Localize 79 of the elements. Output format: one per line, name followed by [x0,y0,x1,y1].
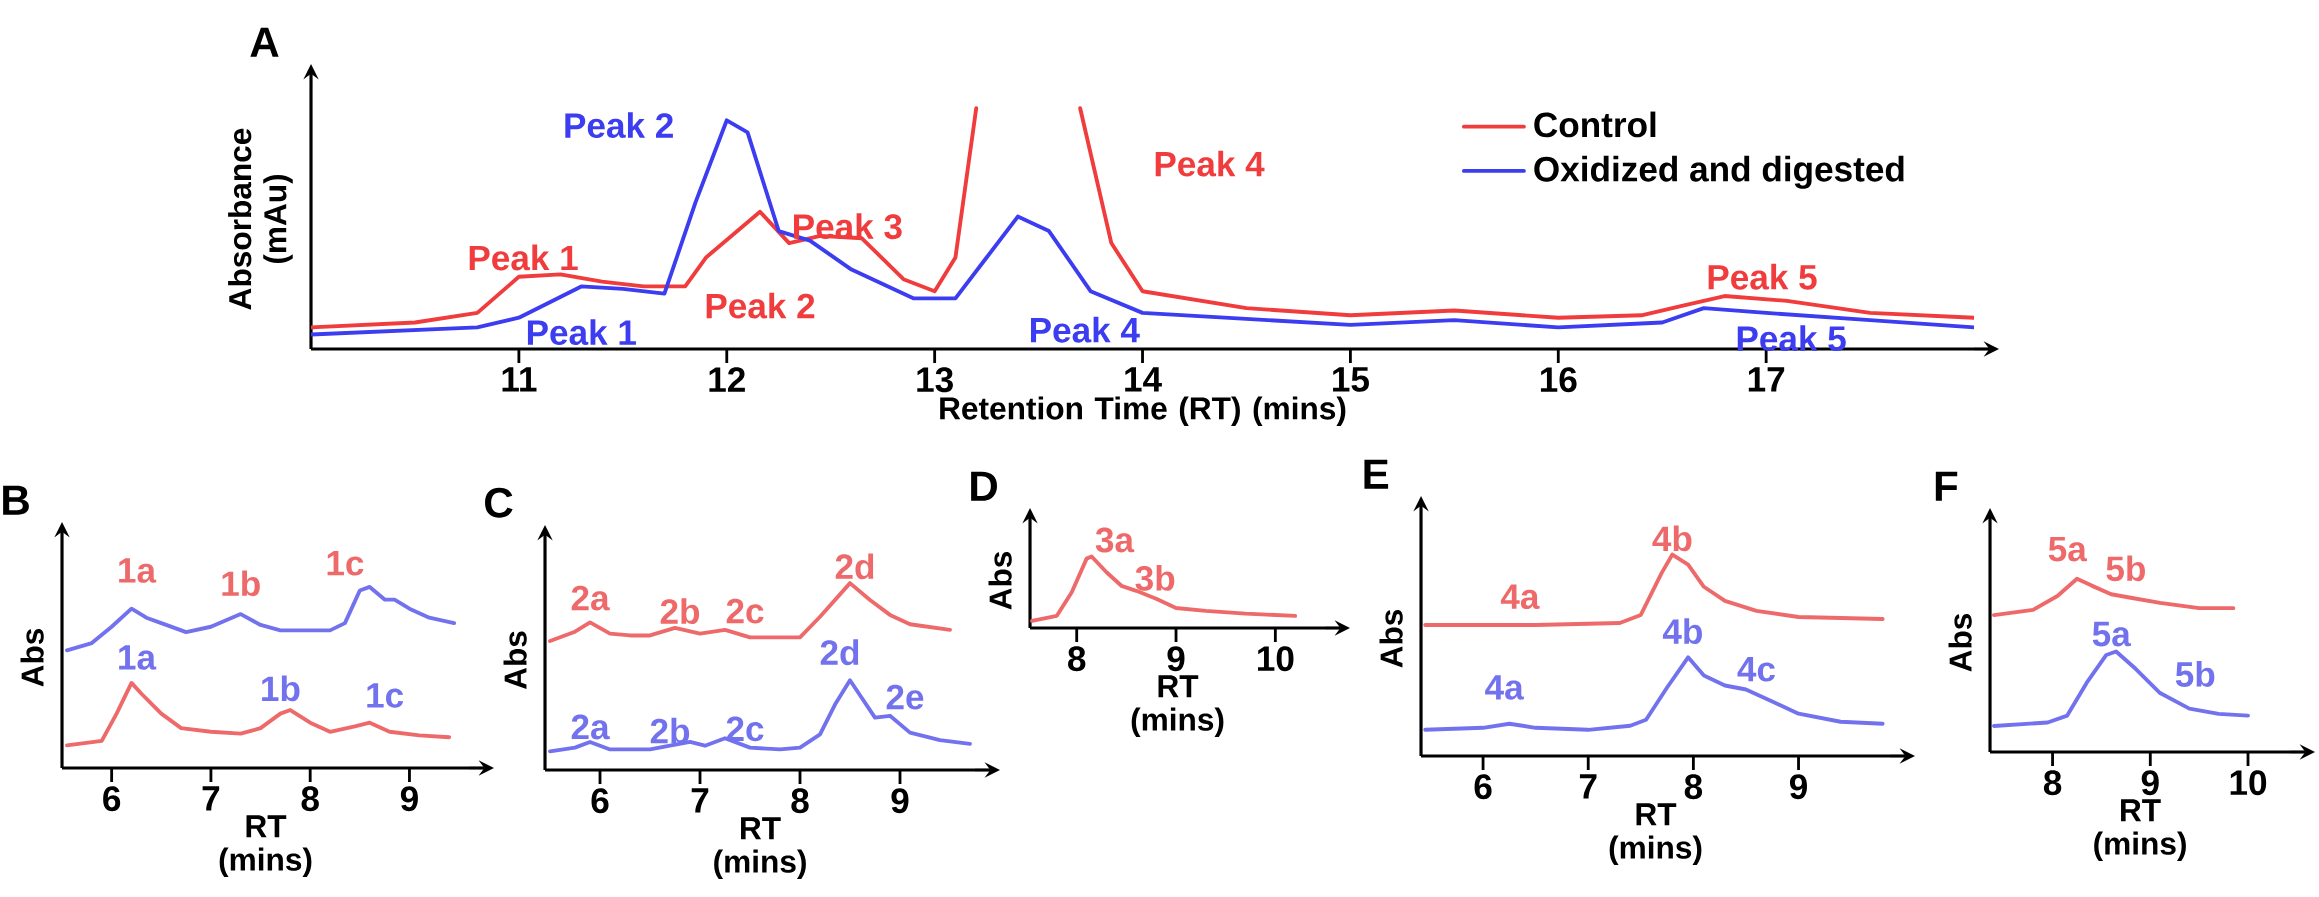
annotation: 5b [2106,555,2145,582]
chart-title: E [1364,459,1389,489]
annotation: 2c [726,598,764,624]
x-tick-label: 8 [301,786,319,812]
annotation: 2a [571,585,610,611]
x-tick-label: 8 [2043,770,2062,796]
annotation: Peak 4 [1030,316,1140,343]
x-tick-label: 9 [891,788,909,814]
annotation: 1c [367,683,404,708]
legend-label: Oxidized and digested [1534,155,1904,189]
x-axis-title: RT (mins) [2094,799,2186,862]
y-axis-title: Abs [503,631,527,690]
annotation: 4a [1500,584,1540,610]
annotation: Peak 5 [1737,325,1846,352]
annotation: 1a [119,645,157,670]
annotation: 5a [2092,621,2131,647]
x-tick-label: 17 [1748,367,1785,392]
x-tick-label: 10 [1258,646,1294,672]
annotation: Peak 5 [1708,263,1817,290]
text: 3a [1095,527,1135,553]
x-tick-label: 10 [2230,770,2267,796]
x-tick-label: 7 [202,786,220,811]
x-tick-label: 12 [709,367,745,392]
x-tick-label: 7 [691,788,709,813]
annotation: 4a [1485,675,1524,700]
annotation: Peak 2 [565,112,673,138]
annotation: 5b [2175,661,2215,687]
x-tick-label: 9 [400,786,418,812]
x-tick-label: 6 [1474,774,1492,800]
text: 1c [327,551,364,576]
x-tick-label: 8 [791,788,809,814]
legend-label: Control [1534,111,1656,138]
x-tick-label: 8 [1684,774,1703,800]
x-tick-label: 9 [2141,770,2159,796]
x-tick-label: 7 [1579,774,1597,799]
x-axis-title: RT (mins) [714,817,806,880]
annotation: 3b [1135,565,1175,591]
y-axis-title: Abs [20,628,44,687]
x-tick-label: 6 [591,788,609,814]
annotation: 4c [1737,657,1775,682]
x-tick-label: 9 [1167,646,1185,672]
annotation: 1b [262,675,300,702]
chart-title: B [3,485,29,515]
text: 2d [835,553,874,580]
x-tick-label: 9 [1789,774,1807,800]
x-tick-label: 14 [1125,367,1162,392]
annotation: 1b [222,570,260,597]
x-tick-label: 6 [103,786,121,812]
annotation: Peak 2 [706,292,815,319]
annotation: 2d [820,639,859,666]
annotation: 2b [650,717,690,744]
x-tick-label: 15 [1333,367,1369,392]
chart-title: A [250,27,279,57]
annotation: 2c [726,716,764,742]
x-tick-label: 8 [1068,646,1086,672]
annotation: 2b [660,598,700,625]
chart-title: C [485,487,513,518]
annotation: 2a [571,714,610,740]
x-tick-label: 11 [502,367,537,392]
chart-title: F [1935,471,1958,501]
x-tick-label: 16 [1540,367,1577,393]
x-axis-title: RT (mins) [1609,803,1702,866]
annotation: 2e [886,684,924,710]
annotation: Peak 1 [527,319,636,346]
y-axis-title: Abs [988,551,1012,610]
x-axis-title: RT (mins) [1131,675,1224,738]
text: 4b [1652,525,1692,552]
y-axis-title: Abs [1379,609,1403,668]
x-tick-label: 13 [917,367,953,393]
text: 5a [2048,536,2088,562]
annotation: 4b [1662,618,1702,644]
text: 1a [119,558,157,583]
x-axis-title: RT (mins) [219,815,312,878]
annotation: Peak 1 [469,244,578,271]
x-axis-title: Retention Time (RT) (mins) [940,396,1346,426]
y-axis-title: Abs [1948,613,1972,672]
chart-title: D [971,471,997,501]
y-axis-title: Absorbance (mAu) [228,128,293,310]
annotation: Peak 4 [1155,150,1265,177]
